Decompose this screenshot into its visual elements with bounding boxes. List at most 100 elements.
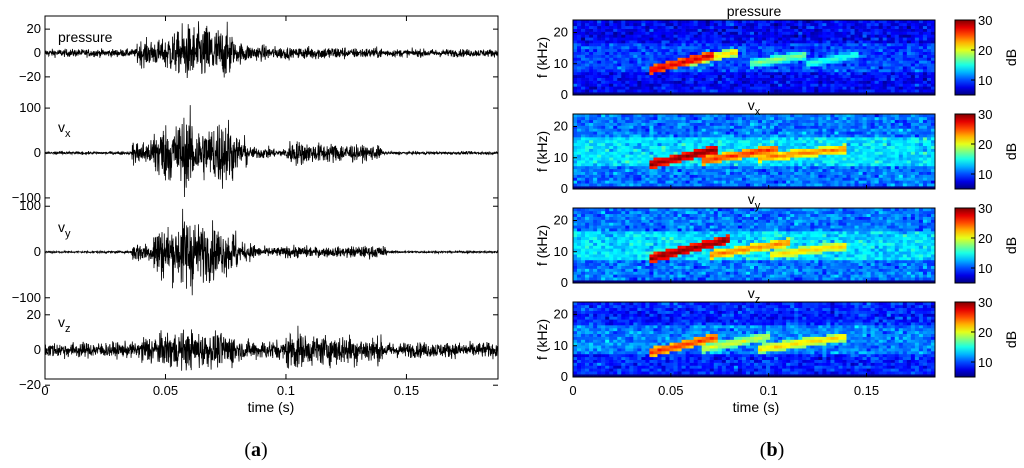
spectrogram-cell bbox=[677, 160, 682, 164]
spectrogram-cell bbox=[601, 271, 606, 275]
spectrogram-cell bbox=[713, 131, 719, 135]
spectrogram-cell bbox=[577, 51, 582, 55]
spectrogram-cell bbox=[774, 45, 779, 50]
spectrogram-cell bbox=[581, 154, 586, 158]
spectrogram-cell bbox=[653, 186, 658, 190]
spectrogram-cell bbox=[922, 119, 928, 123]
spectrogram-cell bbox=[657, 165, 662, 170]
spectrogram-cell bbox=[633, 137, 638, 141]
spectrogram-cell bbox=[898, 177, 904, 181]
spectrogram-cell bbox=[605, 63, 610, 67]
spectrogram-cell bbox=[689, 89, 694, 93]
spectrogram-cell bbox=[902, 71, 908, 76]
spectrogram-cell bbox=[898, 119, 904, 123]
spectrogram-cell bbox=[577, 139, 582, 144]
spectrogram-cell bbox=[762, 43, 767, 47]
spectrogram-cell bbox=[589, 60, 594, 64]
spectrogram-cell bbox=[894, 145, 900, 149]
spectrogram-cell bbox=[786, 20, 791, 24]
spectrogram-cell bbox=[910, 157, 916, 161]
spectrogram-cell bbox=[866, 183, 871, 187]
spectrogram-cell bbox=[786, 160, 791, 164]
spectrogram-cell bbox=[930, 54, 936, 58]
spectrogram-cell bbox=[681, 163, 686, 167]
spectrogram-cell bbox=[822, 180, 827, 184]
spectrogram-cell bbox=[886, 31, 892, 35]
spectrogram-cell bbox=[617, 168, 622, 172]
spectrogram-cell bbox=[930, 119, 936, 123]
spectrogram-cell bbox=[770, 168, 775, 172]
spectrogram-cell bbox=[906, 160, 912, 164]
spectrogram-cell bbox=[709, 92, 715, 96]
spectrogram-cell bbox=[926, 51, 932, 55]
spectrogram-cell bbox=[910, 40, 916, 44]
spectrogram-cell bbox=[641, 69, 646, 73]
spectrogram-cell bbox=[810, 183, 815, 187]
spectrogram-cell bbox=[745, 83, 751, 87]
spectrogram-cell bbox=[810, 186, 815, 190]
spectrogram-cell bbox=[629, 66, 634, 70]
spectrogram-cell bbox=[709, 128, 715, 132]
spectrogram-cell bbox=[693, 174, 698, 178]
spectrogram-cell bbox=[806, 40, 811, 44]
spectrogram-cell bbox=[745, 134, 751, 138]
spectrogram-cell bbox=[593, 128, 598, 132]
spectrogram-cell bbox=[661, 74, 666, 78]
spectrogram-cell bbox=[609, 25, 614, 29]
spectrogram-cell bbox=[854, 40, 859, 44]
spectrogram-cell bbox=[713, 48, 719, 53]
spectrogram-cell bbox=[930, 71, 936, 76]
spectrogram-cell bbox=[609, 177, 614, 181]
spectrogram-cell bbox=[617, 83, 622, 87]
spectrogram-cell bbox=[733, 165, 739, 170]
spectrogram-cell bbox=[866, 131, 871, 135]
spectrogram-cell bbox=[701, 134, 707, 138]
spectrogram-cell bbox=[790, 183, 795, 187]
spectrogram-cell bbox=[922, 40, 928, 44]
spectrogram-cell bbox=[705, 180, 711, 184]
spectrogram-cell bbox=[577, 257, 582, 261]
spectrogram-cell bbox=[709, 180, 715, 184]
spectrogram-cell bbox=[621, 151, 626, 155]
spectrogram-cell bbox=[842, 86, 847, 90]
spectrogram-cell bbox=[922, 183, 928, 187]
spectrogram-cell bbox=[737, 22, 743, 27]
spectrogram-cell bbox=[665, 139, 670, 144]
spectrogram-cell bbox=[794, 125, 799, 129]
spectrogram-cell bbox=[866, 86, 871, 90]
spectrogram-cell bbox=[778, 151, 783, 155]
spectrogram-cell bbox=[577, 228, 582, 232]
spectrogram-cell bbox=[673, 186, 678, 190]
spectrogram-cell bbox=[858, 139, 863, 144]
spectrogram-cell bbox=[721, 74, 727, 78]
spectrogram-cell bbox=[669, 83, 674, 87]
spectrogram-cell bbox=[786, 137, 791, 141]
spectrogram-cell bbox=[790, 177, 795, 181]
spectrogram-cell bbox=[669, 177, 674, 181]
spectrogram-cell bbox=[573, 236, 578, 241]
spectrogram-cell bbox=[826, 66, 831, 70]
spectrogram-cell bbox=[862, 89, 867, 93]
spectrogram-cell bbox=[818, 180, 823, 184]
spectrogram-cell bbox=[673, 86, 678, 90]
spectrogram-cell bbox=[653, 25, 658, 29]
spectrogram-cell bbox=[745, 168, 751, 172]
spectrogram-cell bbox=[605, 77, 610, 81]
spectrogram-cell bbox=[838, 165, 843, 170]
spectrogram-cell bbox=[637, 174, 642, 178]
spectrogram-cell bbox=[621, 60, 626, 64]
spectrogram-cell bbox=[762, 66, 767, 70]
spectrogram-cell bbox=[914, 92, 920, 96]
spectrogram-cell bbox=[589, 245, 594, 249]
spectrogram-cell bbox=[713, 60, 719, 64]
spectrogram-cell bbox=[657, 83, 662, 87]
spectrogram-cell bbox=[689, 116, 694, 121]
spectrogram-cell bbox=[790, 48, 795, 53]
spectrogram-cell bbox=[822, 116, 827, 121]
spectrogram-cell bbox=[617, 128, 622, 132]
spectrogram-cell bbox=[681, 25, 686, 29]
spectrogram-cell bbox=[798, 43, 803, 47]
spectrogram-cell bbox=[794, 20, 799, 24]
spectrogram-cell bbox=[782, 57, 787, 61]
spectrogram-cell bbox=[918, 116, 924, 121]
